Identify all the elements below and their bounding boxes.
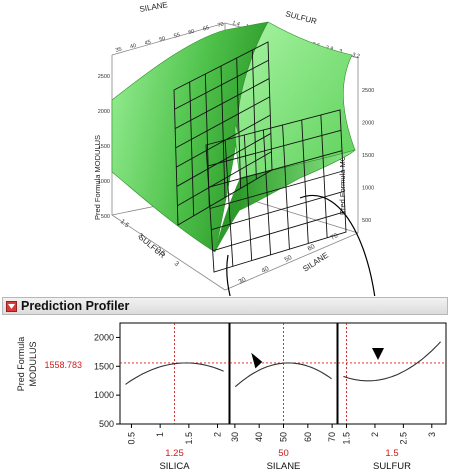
x-tick-label: 40 (254, 432, 264, 442)
x-tick-label: 2 (370, 432, 380, 437)
factor-name: SULFUR (373, 461, 411, 472)
y-tick-label: 1500 (94, 361, 114, 371)
silane-front-axis-title: SILANE (301, 251, 330, 274)
back-silane-tick: 35 (115, 47, 122, 54)
profiler-title: Prediction Profiler (21, 299, 130, 313)
back-silane-tick: 55 (173, 32, 180, 39)
x-tick-label: 60 (303, 432, 313, 442)
factor-current-value: 1.25 (165, 448, 184, 459)
z-tick-left: 2500 (98, 74, 110, 80)
front-sulfur-tick: 2.5 (155, 246, 167, 257)
z-tick-right: 1000 (362, 186, 374, 192)
profile-curve (343, 341, 442, 382)
z-tick-right: 500 (362, 218, 371, 224)
x-tick-label: 50 (279, 432, 289, 442)
back-sulfur-tick: 3.2 (351, 52, 360, 60)
profile-panel-silica[interactable]: 0.5 1 1.5 2 1.25 SILICA (119, 322, 230, 472)
back-silane-tick: 40 (130, 43, 137, 50)
back-silane-ticks: 35 40 45 50 55 60 65 70 (115, 22, 224, 54)
z-ticks-right: 2500 2000 1500 1000 500 (362, 88, 374, 224)
z-tick-left: 1000 (98, 179, 110, 185)
factor-current-value: 1.5 (385, 448, 398, 459)
y-tick-label: 1000 (94, 390, 114, 400)
x-tick-label: 1 (155, 432, 165, 437)
y-tick-label: 500 (99, 419, 114, 429)
factor-name: SILICA (159, 461, 190, 472)
profiler-header[interactable]: Prediction Profiler (2, 297, 448, 315)
front-silane-tick: 40 (261, 265, 271, 275)
z-tick-left: 500 (101, 214, 110, 220)
front-sulfur-tick: 2 (137, 232, 145, 240)
back-silane-tick: 60 (188, 29, 195, 36)
slice-grid-planes (173, 41, 347, 273)
back-silane-tick: 70 (217, 22, 224, 29)
y-current-value: 1558.783 (44, 360, 82, 370)
profile-panel-sulfur[interactable]: 1.5 2 2.5 3 1.5 SULFUR (337, 322, 447, 472)
z-tick-left: 2000 (98, 109, 110, 115)
x-tick-label: 3 (427, 432, 437, 437)
front-sulfur-tick: 1.5 (119, 218, 131, 229)
factor-name: SILANE (267, 461, 301, 472)
panel-frame (337, 322, 447, 425)
back-silane-tick: 45 (144, 39, 151, 46)
profile-panel-silane[interactable]: 30 40 50 60 70 50 SILANE (229, 322, 338, 472)
z-ticks-left: 2500 2000 1500 1000 500 (98, 74, 110, 220)
x-tick-label: 1.5 (184, 432, 194, 445)
back-silane-tick: 50 (159, 36, 166, 43)
profiler-chart[interactable]: Pred Formula MODULUS 1558.783 2000150010… (0, 296, 451, 476)
x-tick-label: 1.5 (342, 432, 352, 445)
z-tick-left: 1500 (98, 144, 110, 150)
back-silane-tick: 65 (202, 25, 209, 32)
profile-curve (125, 362, 224, 385)
front-silane-tick: 50 (284, 254, 294, 264)
front-silane-tick: 70 (330, 232, 340, 242)
y-label-line1: Pred Formula (16, 337, 26, 392)
front-tick-labels: 1.5 2 2.5 3 30 40 50 60 70 (119, 218, 340, 286)
x-tick-label: 2.5 (398, 432, 408, 445)
z-tick-right: 1500 (362, 153, 374, 159)
x-tick-label: 2 (213, 432, 223, 437)
front-silane-tick: 30 (238, 276, 248, 286)
back-sulfur-tick: 1.4 (231, 20, 240, 28)
factor-current-value: 50 (278, 448, 289, 459)
z-axis-title-right: Pred Formula MODULUS (338, 130, 347, 215)
z-tick-right: 2000 (362, 121, 374, 127)
profile-curve (234, 362, 332, 388)
y-tick-label: 2000 (94, 332, 114, 342)
z-tick-right: 2500 (362, 88, 374, 94)
x-tick-label: 30 (230, 432, 240, 442)
front-sulfur-tick: 3 (173, 260, 181, 268)
silane-axis-title: SILANE (139, 0, 169, 14)
x-tick-label: 0.5 (126, 432, 136, 445)
y-label-line2: MODULUS (28, 341, 38, 386)
connector-arrows (226, 195, 376, 296)
front-silane-tick: 60 (307, 243, 317, 253)
red-triangle-menu-icon[interactable] (6, 300, 17, 312)
prediction-profiler-panel: Prediction Profiler Pred Formula MODULUS… (0, 296, 451, 476)
sulfur-axis-title: SULFUR (284, 9, 317, 26)
response-surface (111, 21, 357, 253)
z-axis-title-left: Pred Formula MODULUS (93, 135, 102, 220)
x-tick-label: 70 (327, 432, 337, 442)
